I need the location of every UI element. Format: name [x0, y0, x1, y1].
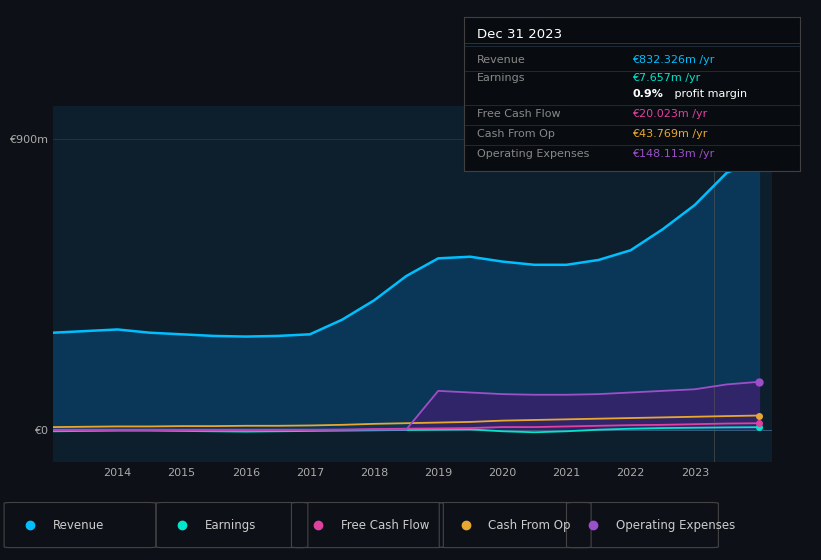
Text: Revenue: Revenue	[53, 519, 105, 531]
Text: €20.023m /yr: €20.023m /yr	[632, 109, 708, 119]
Text: Earnings: Earnings	[205, 519, 257, 531]
Text: €7.657m /yr: €7.657m /yr	[632, 73, 700, 83]
Text: 0.9%: 0.9%	[632, 89, 663, 99]
Text: Revenue: Revenue	[477, 55, 526, 65]
Text: €43.769m /yr: €43.769m /yr	[632, 129, 708, 139]
Text: €148.113m /yr: €148.113m /yr	[632, 149, 714, 159]
Text: Earnings: Earnings	[477, 73, 525, 83]
Text: Operating Expenses: Operating Expenses	[477, 149, 589, 159]
Text: profit margin: profit margin	[671, 89, 747, 99]
Text: Free Cash Flow: Free Cash Flow	[341, 519, 429, 531]
Text: Operating Expenses: Operating Expenses	[616, 519, 735, 531]
Text: Cash From Op: Cash From Op	[488, 519, 571, 531]
Text: Cash From Op: Cash From Op	[477, 129, 555, 139]
Text: Free Cash Flow: Free Cash Flow	[477, 109, 561, 119]
Text: Dec 31 2023: Dec 31 2023	[477, 27, 562, 40]
Text: €832.326m /yr: €832.326m /yr	[632, 55, 714, 65]
